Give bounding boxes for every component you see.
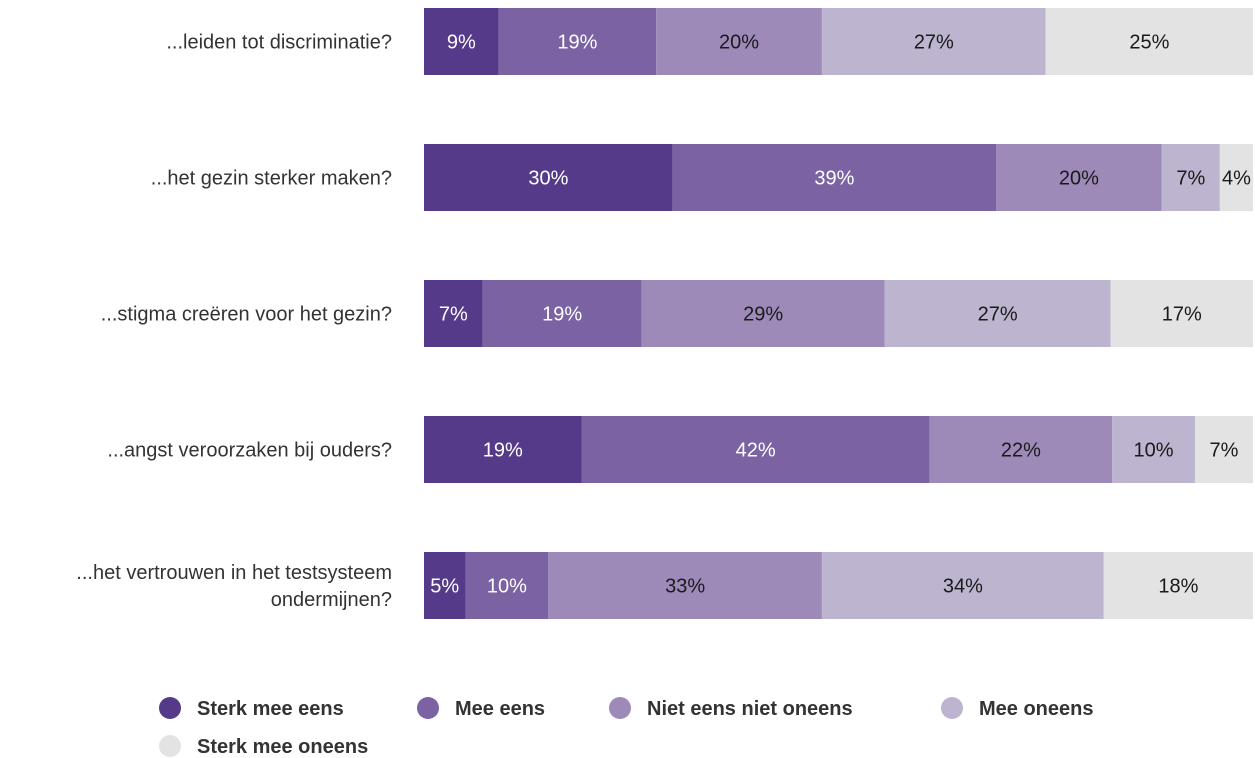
bar-segment xyxy=(498,8,657,75)
legend-swatch xyxy=(159,735,181,757)
legend-swatch xyxy=(159,697,181,719)
category-label: ...angst veroorzaken bij ouders? xyxy=(107,440,392,462)
bar-segment xyxy=(482,280,642,347)
bar-segment xyxy=(656,8,822,75)
bar-segment xyxy=(821,8,1046,75)
legend-entry: Mee eens xyxy=(455,698,545,720)
bar-segment xyxy=(581,416,930,483)
legend-entry: Sterk mee oneens xyxy=(197,736,368,758)
bar-segment xyxy=(424,144,673,211)
data-label: 20% xyxy=(1059,168,1099,190)
bar-segment xyxy=(1045,8,1253,75)
data-label: 27% xyxy=(914,32,954,54)
data-label: 17% xyxy=(1162,304,1202,326)
bar-segment xyxy=(672,144,997,211)
data-label: 18% xyxy=(1158,576,1198,598)
data-label: 7% xyxy=(1210,440,1239,462)
bar-segment xyxy=(1219,144,1253,211)
bar-segment xyxy=(424,280,483,347)
category-label: ...het vertrouwen in het testsysteem xyxy=(76,562,392,584)
bar-segment xyxy=(1110,280,1253,347)
category-label: ...stigma creëren voor het gezin? xyxy=(101,304,392,326)
bar-segment xyxy=(424,416,582,483)
data-label: 34% xyxy=(943,576,983,598)
data-label: 9% xyxy=(447,32,476,54)
data-label: 5% xyxy=(430,576,459,598)
data-label: 10% xyxy=(487,576,527,598)
data-label: 20% xyxy=(719,32,759,54)
data-label: 25% xyxy=(1129,32,1169,54)
category-label: ...het gezin sterker maken? xyxy=(151,168,392,190)
data-label: 19% xyxy=(483,440,523,462)
data-label: 29% xyxy=(743,304,783,326)
legend-swatch xyxy=(941,697,963,719)
data-label: 7% xyxy=(1176,168,1205,190)
data-label: 22% xyxy=(1001,440,1041,462)
bar-segment xyxy=(929,416,1113,483)
legend-swatch xyxy=(417,697,439,719)
legend-entry: Sterk mee eens xyxy=(197,698,344,720)
bar-segment xyxy=(465,552,549,619)
legend-entry: Niet eens niet oneens xyxy=(647,698,853,720)
bar-segment xyxy=(1161,144,1220,211)
bar-segment xyxy=(996,144,1162,211)
data-label: 27% xyxy=(978,304,1018,326)
bar-segment xyxy=(641,280,885,347)
data-label: 19% xyxy=(557,32,597,54)
bar-segment xyxy=(884,280,1111,347)
data-label: 4% xyxy=(1222,168,1251,190)
category-label: ...leiden tot discriminatie? xyxy=(166,32,392,54)
bar-segment xyxy=(424,552,466,619)
data-label: 30% xyxy=(528,168,568,190)
bar-segment xyxy=(1112,416,1195,483)
category-label: ondermijnen? xyxy=(271,589,392,611)
bar-segment xyxy=(821,552,1104,619)
bar-segment xyxy=(1194,416,1253,483)
data-label: 39% xyxy=(814,168,854,190)
bar-segment xyxy=(424,8,499,75)
data-label: 33% xyxy=(665,576,705,598)
data-label: 10% xyxy=(1134,440,1174,462)
data-label: 42% xyxy=(736,440,776,462)
data-label: 19% xyxy=(542,304,582,326)
data-label: 7% xyxy=(439,304,468,326)
bar-segment xyxy=(1103,552,1253,619)
legend-swatch xyxy=(609,697,631,719)
bar-segment xyxy=(548,552,822,619)
legend-entry: Mee oneens xyxy=(979,698,1093,720)
